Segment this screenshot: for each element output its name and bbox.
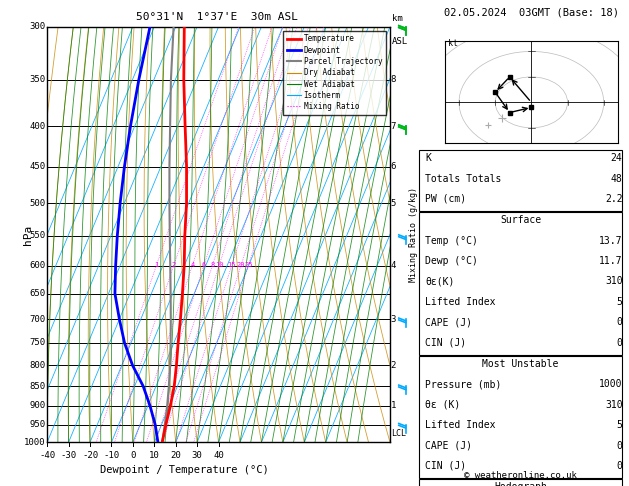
Text: CIN (J): CIN (J)	[425, 338, 466, 347]
Text: Lifted Index: Lifted Index	[425, 297, 496, 307]
Text: 700: 700	[30, 314, 45, 324]
Text: 0: 0	[616, 317, 623, 327]
Text: © weatheronline.co.uk: © weatheronline.co.uk	[464, 471, 577, 480]
Text: 30: 30	[192, 451, 203, 460]
Text: CAPE (J): CAPE (J)	[425, 317, 472, 327]
Text: 02.05.2024  03GMT (Base: 18): 02.05.2024 03GMT (Base: 18)	[444, 7, 619, 17]
Bar	[418, 150, 623, 211]
Text: 15: 15	[228, 262, 236, 268]
Text: 950: 950	[30, 420, 45, 429]
Text: 48: 48	[611, 174, 623, 184]
Text: 1: 1	[154, 262, 159, 268]
Text: 0: 0	[616, 461, 623, 471]
Text: 0: 0	[130, 451, 136, 460]
Text: LCL: LCL	[391, 429, 406, 438]
Bar	[418, 479, 623, 486]
Text: Mixing Ratio (g/kg): Mixing Ratio (g/kg)	[409, 187, 418, 282]
Text: 300: 300	[30, 22, 45, 31]
Text: -30: -30	[60, 451, 77, 460]
Text: 24: 24	[611, 153, 623, 163]
Text: PW (cm): PW (cm)	[425, 194, 466, 204]
Text: 5: 5	[616, 420, 623, 430]
Text: 2.2: 2.2	[605, 194, 623, 204]
Text: -20: -20	[82, 451, 98, 460]
Text: 350: 350	[30, 75, 45, 85]
Text: Lifted Index: Lifted Index	[425, 420, 496, 430]
Text: 2: 2	[172, 262, 176, 268]
Text: 40: 40	[213, 451, 224, 460]
Text: 13.7: 13.7	[599, 236, 623, 245]
Text: 6: 6	[391, 162, 396, 171]
Text: 1000: 1000	[599, 379, 623, 389]
X-axis label: Dewpoint / Temperature (°C): Dewpoint / Temperature (°C)	[100, 465, 269, 475]
Text: 4: 4	[190, 262, 194, 268]
Text: θε(K): θε(K)	[425, 277, 454, 286]
Bar	[418, 356, 623, 478]
Text: K: K	[425, 153, 431, 163]
Text: 450: 450	[30, 162, 45, 171]
Text: ASL: ASL	[392, 37, 408, 46]
Text: CIN (J): CIN (J)	[425, 461, 466, 471]
Text: 0: 0	[616, 338, 623, 347]
Text: -10: -10	[103, 451, 120, 460]
Text: -40: -40	[39, 451, 55, 460]
Text: 10: 10	[149, 451, 160, 460]
Text: 800: 800	[30, 361, 45, 370]
Text: Most Unstable: Most Unstable	[482, 359, 559, 369]
Legend: Temperature, Dewpoint, Parcel Trajectory, Dry Adiabat, Wet Adiabat, Isotherm, Mi: Temperature, Dewpoint, Parcel Trajectory…	[283, 31, 386, 115]
Text: 500: 500	[30, 199, 45, 208]
Text: 5: 5	[391, 199, 396, 208]
Text: 10: 10	[215, 262, 223, 268]
Text: 11.7: 11.7	[599, 256, 623, 266]
Text: 2: 2	[391, 361, 396, 370]
Text: Totals Totals: Totals Totals	[425, 174, 501, 184]
Text: 50°31'N  1°37'E  30m ASL: 50°31'N 1°37'E 30m ASL	[136, 12, 298, 22]
Text: Surface: Surface	[500, 215, 541, 225]
Text: km: km	[392, 14, 403, 22]
Text: Pressure (mb): Pressure (mb)	[425, 379, 501, 389]
Text: θε (K): θε (K)	[425, 399, 460, 410]
Text: 310: 310	[605, 399, 623, 410]
Text: CAPE (J): CAPE (J)	[425, 440, 472, 451]
Text: 6: 6	[202, 262, 206, 268]
Text: 0: 0	[616, 440, 623, 451]
Text: 20: 20	[237, 262, 245, 268]
Text: 600: 600	[30, 261, 45, 270]
Text: 5: 5	[616, 297, 623, 307]
Text: kt: kt	[448, 39, 458, 49]
Text: 8: 8	[391, 75, 396, 85]
Text: 1: 1	[391, 401, 396, 410]
Text: 25: 25	[244, 262, 253, 268]
Text: 900: 900	[30, 401, 45, 410]
Text: 310: 310	[605, 277, 623, 286]
Text: Dewp (°C): Dewp (°C)	[425, 256, 478, 266]
Text: 4: 4	[391, 261, 396, 270]
Text: 400: 400	[30, 122, 45, 131]
Text: 20: 20	[170, 451, 181, 460]
Text: Temp (°C): Temp (°C)	[425, 236, 478, 245]
Text: 750: 750	[30, 338, 45, 347]
Text: 8: 8	[210, 262, 214, 268]
Text: 1000: 1000	[24, 438, 45, 447]
Text: 850: 850	[30, 382, 45, 391]
Text: 3: 3	[391, 314, 396, 324]
Text: 650: 650	[30, 289, 45, 298]
Text: hPa: hPa	[23, 225, 33, 244]
Text: Hodograph: Hodograph	[494, 482, 547, 486]
Bar	[418, 212, 623, 355]
Text: 550: 550	[30, 231, 45, 241]
Text: 7: 7	[391, 122, 396, 131]
